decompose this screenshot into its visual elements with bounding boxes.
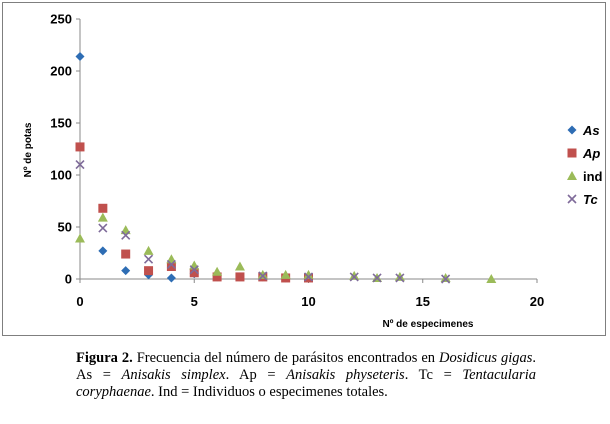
figure-caption: Figura 2. Frecuencia del número de parás… <box>76 350 536 401</box>
data-point-ind <box>75 233 85 243</box>
caption-as-name: Anisakis simplex <box>121 367 226 383</box>
data-point-tc <box>395 273 405 283</box>
data-point-ap <box>121 249 131 259</box>
data-point-ind <box>349 270 360 280</box>
data-point-tc <box>98 223 108 233</box>
data-point-tc <box>303 272 314 282</box>
data-point-tc <box>372 273 382 283</box>
legend-item-ind: ind <box>567 169 603 184</box>
legend-label: Tc <box>583 192 598 207</box>
data-point-as <box>98 246 108 256</box>
data-point-tc <box>166 259 176 270</box>
legend-marker-ap <box>567 148 577 158</box>
series-ind <box>75 212 497 283</box>
data-point-tc <box>189 265 199 275</box>
legend-label: ind <box>583 169 603 184</box>
data-point-ind <box>486 274 497 283</box>
series-tc <box>75 160 451 284</box>
y-axis-label: Nº de potas <box>23 122 34 177</box>
x-tick-label: 15 <box>416 294 430 309</box>
data-point-ind <box>257 269 268 279</box>
x-tick-labels: 0 5 10 15 20 <box>76 279 544 309</box>
legend-marker-ind <box>567 171 577 180</box>
data-point-ind <box>234 261 245 271</box>
x-tick-label: 5 <box>191 294 198 309</box>
data-point-tc <box>349 272 359 282</box>
caption-text-2: . As = <box>76 350 537 383</box>
caption-ap-name: Anisakis physeteris <box>286 367 405 383</box>
data-point-ind <box>212 266 223 276</box>
x-tick-label: 20 <box>530 294 544 309</box>
data-point-ind <box>440 272 451 282</box>
y-tick-label: 250 <box>50 12 72 27</box>
data-point-tc <box>143 254 154 264</box>
data-point-ap <box>75 142 85 152</box>
data-point-ind <box>143 245 154 255</box>
x-axis-label: Nº de especimenes <box>383 319 474 330</box>
caption-text-3: . Ap = <box>225 367 287 383</box>
data-point-tc <box>75 160 85 170</box>
y-tick-label: 50 <box>58 220 72 235</box>
data-point-ind <box>394 271 405 281</box>
data-point-as <box>121 266 131 276</box>
y-tick-label: 150 <box>50 116 72 131</box>
data-point-ind <box>303 269 314 279</box>
x-tick-label: 0 <box>76 294 83 309</box>
legend-label: Ap <box>582 146 600 161</box>
data-point-ap <box>166 262 176 272</box>
y-tick-label: 0 <box>65 272 72 287</box>
scatter-chart: 0 50 100 150 200 250 0 5 10 15 20 Nº de potas Nº … <box>23 12 603 331</box>
data-point-tc <box>441 274 451 284</box>
data-point-ap <box>235 272 245 282</box>
y-tick-label: 100 <box>50 168 72 183</box>
legend-marker-as <box>567 125 577 135</box>
axes <box>79 19 537 280</box>
caption-tc-name: Tentacularia coryphaenae <box>76 367 536 400</box>
x-tick-label: 10 <box>301 294 315 309</box>
data-point-ap <box>212 272 222 282</box>
legend-item-ap: Ap <box>567 146 600 161</box>
y-tick-label: 200 <box>50 64 72 79</box>
data-point-ap <box>144 266 154 276</box>
legend-item-as: As <box>567 123 600 138</box>
data-point-as <box>166 273 176 283</box>
legend: As Ap ind Tc <box>567 123 603 207</box>
data-point-as <box>75 51 85 61</box>
caption-text-5: . Ind = Individuos o especimenes totales… <box>150 384 388 400</box>
data-point-tc <box>258 271 268 281</box>
data-points <box>75 51 497 284</box>
caption-text-1: Frecuencia del número de parásitos encon… <box>132 350 439 366</box>
data-point-tc <box>121 230 131 240</box>
data-point-ind <box>280 269 291 279</box>
legend-item-tc: Tc <box>567 192 598 207</box>
series-as <box>75 51 291 283</box>
y-tick-labels: 0 50 100 150 200 250 <box>50 12 80 287</box>
data-point-ap <box>98 203 108 213</box>
caption-text-4: . Tc = <box>404 367 463 383</box>
legend-label: As <box>582 123 600 138</box>
caption-label: Figura 2. <box>76 350 133 366</box>
legend-marker-tc <box>567 194 577 204</box>
caption-species: Dosidicus gigas <box>439 350 533 366</box>
data-point-ind <box>97 212 108 222</box>
data-point-ap <box>189 268 199 278</box>
data-point-ind <box>189 260 200 270</box>
